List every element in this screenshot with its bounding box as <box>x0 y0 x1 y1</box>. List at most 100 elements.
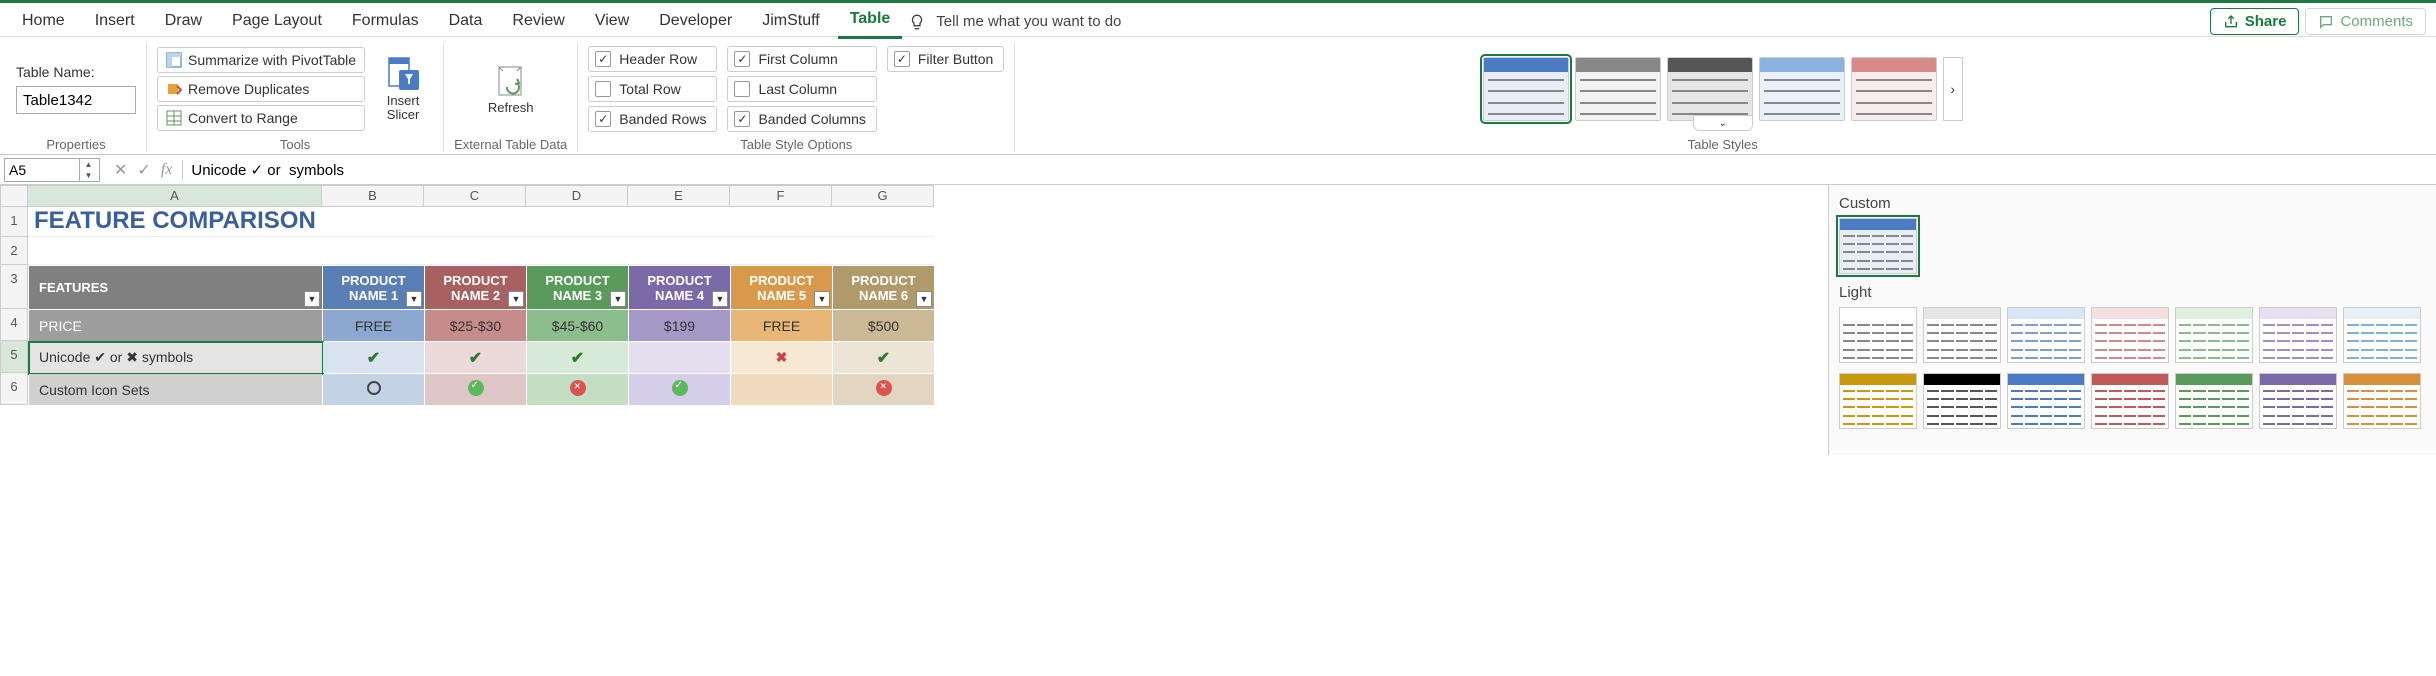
accept-formula-icon[interactable]: ✓ <box>137 160 150 180</box>
cell-price-row-1[interactable]: $25-$30 <box>425 310 527 342</box>
style-thumb-2[interactable] <box>1575 57 1661 121</box>
tab-formulas[interactable]: Formulas <box>340 6 431 38</box>
name-box[interactable]: ▲▼ <box>4 158 100 182</box>
chk-filter-button[interactable]: Filter Button <box>887 46 1004 72</box>
refresh-button[interactable]: Refresh <box>481 59 541 119</box>
share-button[interactable]: Share <box>2210 8 2300 35</box>
cell-unicode-row-label[interactable]: Unicode ✔ or ✖ symbols <box>29 342 323 374</box>
filter-dropdown[interactable]: ▼ <box>712 291 728 307</box>
cancel-formula-icon[interactable]: ✕ <box>114 160 127 180</box>
cell-icons-row-label[interactable]: Custom Icon Sets <box>29 374 323 406</box>
style-panel-thumb[interactable] <box>1839 373 1917 429</box>
remove-duplicates-button[interactable]: Remove Duplicates <box>157 76 365 102</box>
row-header-5[interactable]: 5 <box>0 341 28 373</box>
chk-last-col[interactable]: Last Column <box>727 76 876 102</box>
style-panel-thumb[interactable] <box>2175 307 2253 363</box>
th-product-4[interactable]: PRODUCT NAME 4▼ <box>629 266 731 310</box>
cell-icons-row-4[interactable] <box>731 374 833 406</box>
style-panel-thumb[interactable] <box>2175 373 2253 429</box>
col-header-E[interactable]: E <box>628 185 730 207</box>
style-thumb-4[interactable] <box>1759 57 1845 121</box>
cell-icons-row-1[interactable] <box>425 374 527 406</box>
col-header-G[interactable]: G <box>832 185 934 207</box>
cell-icons-row-2[interactable] <box>527 374 629 406</box>
gallery-more-button[interactable]: › <box>1943 57 1963 121</box>
cell-icons-row-0[interactable] <box>323 374 425 406</box>
cell-price-row-4[interactable]: FREE <box>731 310 833 342</box>
style-thumb-1[interactable] <box>1483 57 1569 121</box>
tab-data[interactable]: Data <box>437 6 495 38</box>
comments-button[interactable]: Comments <box>2305 8 2426 35</box>
chk-total-row[interactable]: Total Row <box>588 76 717 102</box>
gallery-dropdown[interactable]: ⌄ <box>1693 115 1753 131</box>
row-header-1[interactable]: 1 <box>0 207 28 237</box>
th-product-2[interactable]: PRODUCT NAME 2▼ <box>425 266 527 310</box>
style-panel-thumb[interactable] <box>2259 373 2337 429</box>
style-panel-thumb[interactable] <box>2007 307 2085 363</box>
col-header-D[interactable]: D <box>526 185 628 207</box>
fx-icon[interactable]: fx <box>161 161 173 179</box>
cell-price-row-label[interactable]: PRICE <box>29 310 323 342</box>
select-all-corner[interactable] <box>0 185 28 207</box>
cell-price-row-3[interactable]: $199 <box>629 310 731 342</box>
formula-input[interactable] <box>183 159 2436 180</box>
style-panel-thumb[interactable] <box>1839 218 1917 274</box>
th-product-1[interactable]: PRODUCT NAME 1▼ <box>323 266 425 310</box>
style-panel-thumb[interactable] <box>2007 373 2085 429</box>
tab-draw[interactable]: Draw <box>153 6 214 38</box>
th-product-3[interactable]: PRODUCT NAME 3▼ <box>527 266 629 310</box>
filter-dropdown[interactable]: ▼ <box>304 291 320 307</box>
tab-review[interactable]: Review <box>500 6 576 38</box>
chk-first-col[interactable]: First Column <box>727 46 876 72</box>
tab-jimstuff[interactable]: JimStuff <box>750 6 832 38</box>
cell-unicode-row-4[interactable]: ✖ <box>731 342 833 374</box>
style-thumb-3[interactable] <box>1667 57 1753 121</box>
cell-unicode-row-0[interactable]: ✔ <box>323 342 425 374</box>
tab-insert[interactable]: Insert <box>83 6 147 38</box>
tab-home[interactable]: Home <box>10 6 77 38</box>
blank-row[interactable] <box>28 237 934 265</box>
cell-unicode-row-3[interactable] <box>629 342 731 374</box>
name-box-input[interactable] <box>5 160 79 180</box>
row-header-2[interactable]: 2 <box>0 237 28 265</box>
style-panel-thumb[interactable] <box>1923 373 2001 429</box>
th-product-5[interactable]: PRODUCT NAME 5▼ <box>731 266 833 310</box>
col-header-A[interactable]: A <box>28 185 322 207</box>
cell-unicode-row-1[interactable]: ✔ <box>425 342 527 374</box>
cell-price-row-2[interactable]: $45-$60 <box>527 310 629 342</box>
style-panel-thumb[interactable] <box>2343 307 2421 363</box>
style-panel-thumb[interactable] <box>2091 307 2169 363</box>
filter-dropdown[interactable]: ▼ <box>406 291 422 307</box>
convert-range-button[interactable]: Convert to Range <box>157 105 365 131</box>
style-panel-thumb[interactable] <box>1839 307 1917 363</box>
style-thumb-5[interactable] <box>1851 57 1937 121</box>
filter-dropdown[interactable]: ▼ <box>814 291 830 307</box>
table-name-input[interactable] <box>16 86 136 114</box>
name-box-up[interactable]: ▲ <box>80 159 97 170</box>
tab-developer[interactable]: Developer <box>647 6 744 38</box>
chk-banded-cols[interactable]: Banded Columns <box>727 106 876 132</box>
title-cell[interactable]: FEATURE COMPARISON <box>28 207 934 237</box>
insert-slicer-button[interactable]: Insert Slicer <box>373 52 433 127</box>
chk-header-row[interactable]: Header Row <box>588 46 717 72</box>
col-header-F[interactable]: F <box>730 185 832 207</box>
col-header-C[interactable]: C <box>424 185 526 207</box>
cell-unicode-row-5[interactable]: ✔ <box>833 342 935 374</box>
summarize-pivot-button[interactable]: Summarize with PivotTable <box>157 47 365 73</box>
style-panel-thumb[interactable] <box>2259 307 2337 363</box>
tell-me[interactable]: Tell me what you want to do <box>936 13 1121 30</box>
chk-banded-rows[interactable]: Banded Rows <box>588 106 717 132</box>
row-header-4[interactable]: 4 <box>0 309 28 341</box>
tab-view[interactable]: View <box>583 6 641 38</box>
tab-page-layout[interactable]: Page Layout <box>220 6 334 38</box>
filter-dropdown[interactable]: ▼ <box>610 291 626 307</box>
cell-price-row-5[interactable]: $500 <box>833 310 935 342</box>
th-product-6[interactable]: PRODUCT NAME 6▼ <box>833 266 935 310</box>
style-panel-thumb[interactable] <box>2091 373 2169 429</box>
style-panel-thumb[interactable] <box>2343 373 2421 429</box>
cell-icons-row-5[interactable] <box>833 374 935 406</box>
row-header-6[interactable]: 6 <box>0 373 28 405</box>
th-features[interactable]: FEATURES▼ <box>29 266 323 310</box>
cell-price-row-0[interactable]: FREE <box>323 310 425 342</box>
filter-dropdown[interactable]: ▼ <box>916 291 932 307</box>
